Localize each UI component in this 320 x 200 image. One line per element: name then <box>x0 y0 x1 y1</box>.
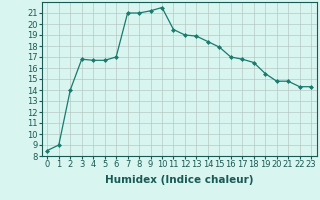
X-axis label: Humidex (Indice chaleur): Humidex (Indice chaleur) <box>105 175 253 185</box>
